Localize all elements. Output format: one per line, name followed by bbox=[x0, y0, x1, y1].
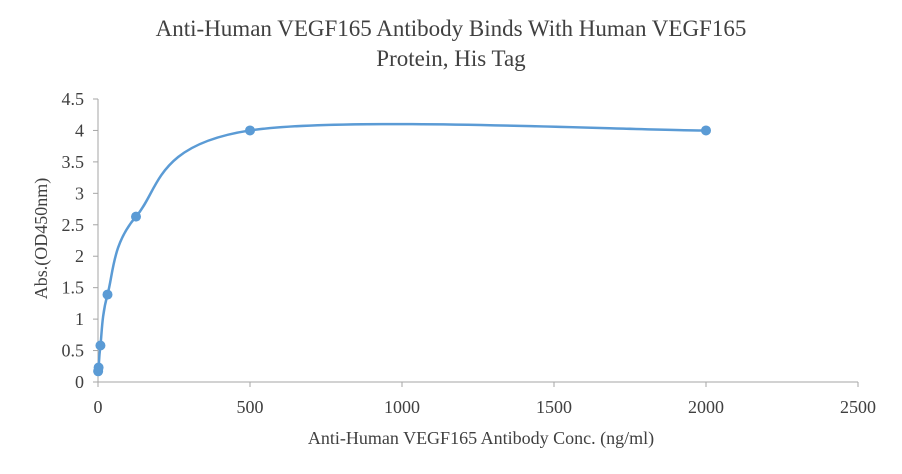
series-group bbox=[93, 122, 711, 377]
x-tick-label: 2500 bbox=[840, 397, 876, 417]
y-tick-label: 1 bbox=[75, 309, 84, 329]
data-point bbox=[131, 211, 141, 222]
x-axis-label: Anti-Human VEGF165 Antibody Conc. (ng/ml… bbox=[308, 428, 654, 449]
y-tick-label: 3.5 bbox=[62, 152, 85, 172]
data-point bbox=[95, 340, 106, 351]
y-tick-label: 0 bbox=[75, 372, 84, 392]
x-tick-label: 500 bbox=[237, 397, 264, 417]
chart-title-line-2: Protein, His Tag bbox=[376, 46, 526, 71]
axes-group bbox=[97, 99, 858, 383]
y-tick-label: 4 bbox=[75, 120, 84, 140]
y-tick-label: 2.5 bbox=[62, 215, 85, 235]
data-point bbox=[245, 125, 255, 136]
x-tick-label: 1500 bbox=[536, 397, 572, 417]
data-point bbox=[93, 362, 104, 373]
data-point bbox=[102, 289, 113, 300]
y-tick-label: 0.5 bbox=[62, 341, 85, 361]
y-axis-label: Abs.(OD450nm) bbox=[31, 178, 52, 300]
y-tick-label: 3 bbox=[75, 183, 84, 203]
y-tick-label: 4.5 bbox=[62, 89, 85, 109]
x-tick-label: 1000 bbox=[384, 397, 420, 417]
ticks-group: 0 500 1000 1500 2000 2500 0 0.5 1 1.5 2 2.5 3 3.5 4 4.5 bbox=[62, 89, 877, 417]
x-tick-label: 2000 bbox=[688, 397, 724, 417]
y-tick-label: 1.5 bbox=[62, 278, 85, 298]
data-point bbox=[701, 125, 711, 136]
y-tick-label: 2 bbox=[75, 246, 84, 266]
x-tick-label: 0 bbox=[94, 397, 103, 417]
chart-title-line-1: Anti-Human VEGF165 Antibody Binds With H… bbox=[155, 16, 747, 41]
series-line bbox=[96, 122, 708, 373]
